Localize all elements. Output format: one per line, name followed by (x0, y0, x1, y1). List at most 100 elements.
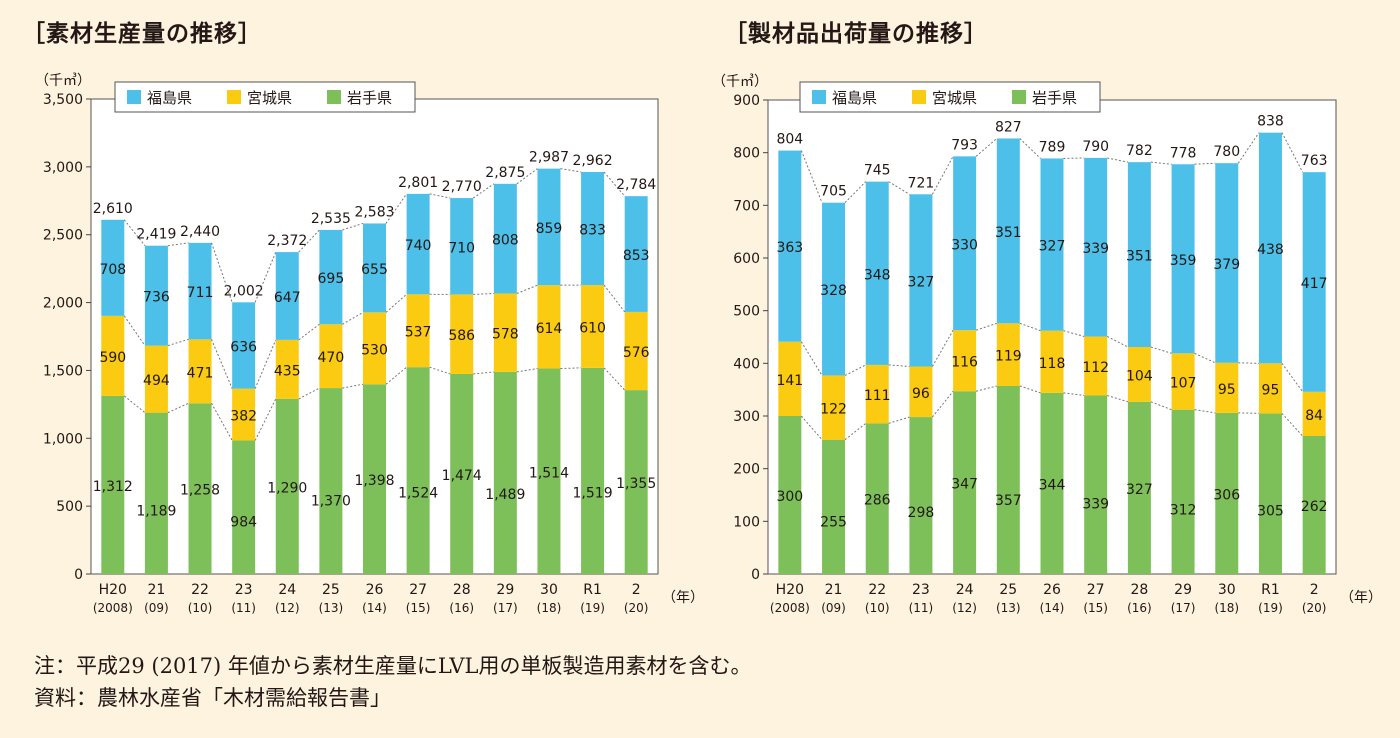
right-bar-iwate (778, 416, 802, 574)
left-total-connector (167, 242, 189, 247)
right-value-label-fukushima: 438 (1257, 242, 1284, 258)
left-x-tick-sublabel: (2008) (93, 601, 133, 615)
left-bar-miyagi (144, 345, 168, 413)
left-y-tick-label: 1,500 (43, 363, 83, 379)
left-value-label-miyagi: 590 (99, 350, 126, 366)
right-value-label-fukushima: 328 (820, 283, 847, 299)
left-bar-iwate (624, 390, 648, 574)
left-x-tick-label: R1 (583, 582, 602, 598)
left-bar-miyagi (537, 285, 561, 369)
left-x-tick-sublabel: (12) (275, 601, 300, 615)
right-total-connector (1063, 157, 1085, 159)
right-total-connector (975, 138, 998, 157)
left-iwate-connector (385, 366, 407, 385)
left-total-connector (603, 171, 626, 197)
right-iwate-connector (1194, 409, 1216, 414)
left-value-label-fukushima: 740 (405, 238, 432, 254)
right-total-connector (1107, 157, 1128, 163)
left-bar-miyagi (493, 293, 517, 372)
left-bar-iwate (144, 412, 168, 574)
right-y-tick-label: 400 (733, 356, 760, 372)
right-iwate-connector (1238, 412, 1259, 414)
left-value-label-fukushima: 808 (492, 233, 519, 249)
left-x-tick-sublabel: (14) (362, 601, 387, 615)
right-x-tick-sublabel: (13) (996, 601, 1021, 615)
right-y-tick-label: 900 (733, 93, 760, 109)
right-x-tick-label: 2 (1310, 582, 1319, 598)
left-y-tick-label: 500 (56, 499, 83, 515)
right-bar-miyagi (1258, 363, 1282, 414)
right-total-label: 721 (908, 175, 935, 191)
right-bar-iwate (1171, 409, 1195, 574)
left-value-label-miyagi: 614 (536, 321, 563, 337)
left-legend-box (114, 81, 416, 113)
charts-canvas: 0 500 1,000 1,500 2,000 2,500 3,000 3,500 （千㎥） 1,… (35, 73, 1382, 615)
right-total-connector (1150, 161, 1172, 165)
right-bar-fukushima (1084, 157, 1108, 337)
left-total-connector (429, 193, 451, 199)
right-value-label-miyagi: 119 (995, 349, 1022, 365)
right-bar-iwate (1302, 436, 1326, 574)
right-bar-fukushima (822, 202, 846, 376)
right-y-tick-label: 100 (733, 514, 760, 530)
right-bar-miyagi (1040, 330, 1064, 393)
right-x-tick-sublabel: (19) (1258, 601, 1283, 615)
right-legend: 福島県 宮城県 岩手県 (799, 81, 1101, 113)
left-value-label-fukushima: 711 (187, 285, 214, 301)
left-value-label-iwate: 1,258 (180, 483, 220, 499)
left-miyagi-connector (298, 323, 320, 341)
left-chart-title: ［素材生産量の推移］ (22, 21, 262, 47)
left-bar-fukushima (581, 172, 605, 286)
right-bar-miyagi (953, 330, 977, 392)
left-value-label-miyagi: 537 (405, 325, 432, 341)
right-total-label: 804 (776, 132, 803, 148)
left-bar-iwate (275, 398, 299, 574)
right-value-label-fukushima: 327 (908, 274, 935, 290)
right-total-label: 745 (864, 163, 891, 179)
right-value-label-miyagi: 118 (1039, 356, 1066, 372)
left-total-label: 2,583 (354, 204, 394, 220)
right-y-tick-label: 500 (733, 304, 760, 320)
right-value-label-iwate: 286 (864, 493, 891, 509)
left-bar-miyagi (406, 294, 430, 368)
right-bar-iwate (822, 439, 846, 574)
left-x-tick-label: 21 (148, 582, 166, 598)
right-miyagi-connector (800, 341, 823, 376)
left-bar-miyagi (101, 315, 125, 396)
right-bar-iwate (1084, 395, 1108, 574)
left-bar-miyagi (363, 312, 386, 385)
left-miyagi-connector (385, 293, 407, 313)
left-total-label: 2,440 (180, 224, 220, 240)
left-miyagi-connector (603, 284, 626, 313)
left-bar-fukushima (188, 242, 212, 340)
left-x-tick-label: 2 (632, 582, 641, 598)
left-value-label-miyagi: 530 (361, 342, 388, 358)
footnotes: 注：平成29 (2017) 年値から素材生産量にLVL用の単板製造用素材を含む。… (34, 650, 751, 714)
right-year-label: （年） (1340, 590, 1382, 606)
right-y-tick-label: 300 (733, 409, 760, 425)
left-miyagi-connector (473, 292, 494, 295)
left-value-label-miyagi: 586 (448, 328, 475, 344)
left-iwate-connector (473, 371, 494, 375)
left-value-label-fukushima: 853 (623, 248, 650, 264)
right-total-label: 780 (1213, 144, 1240, 160)
left-legend-label-iwate: 岩手県 (347, 89, 392, 107)
left-x-tick-sublabel: (15) (406, 601, 431, 615)
right-total-label: 705 (820, 184, 847, 200)
left-x-tick-sublabel: (16) (449, 601, 474, 615)
left-bar-iwate (363, 384, 386, 574)
right-total-connector (931, 156, 954, 195)
left-iwate-connector (560, 367, 582, 370)
left-y-tick-label: 1,000 (43, 431, 83, 447)
right-total-label: 790 (1082, 139, 1109, 155)
right-miyagi-connector (1238, 362, 1259, 364)
right-legend-label-iwate: 岩手県 (1032, 89, 1077, 107)
right-x-tick-sublabel: (11) (909, 601, 934, 615)
right-value-label-iwate: 255 (820, 514, 847, 530)
left-x-tick-sublabel: (19) (580, 601, 605, 615)
left-bar-miyagi (188, 339, 212, 404)
right-x-tick-sublabel: (12) (952, 601, 977, 615)
right-bar-fukushima (996, 138, 1020, 324)
left-value-label-iwate: 1,189 (136, 503, 176, 519)
left-total-connector (254, 251, 277, 303)
